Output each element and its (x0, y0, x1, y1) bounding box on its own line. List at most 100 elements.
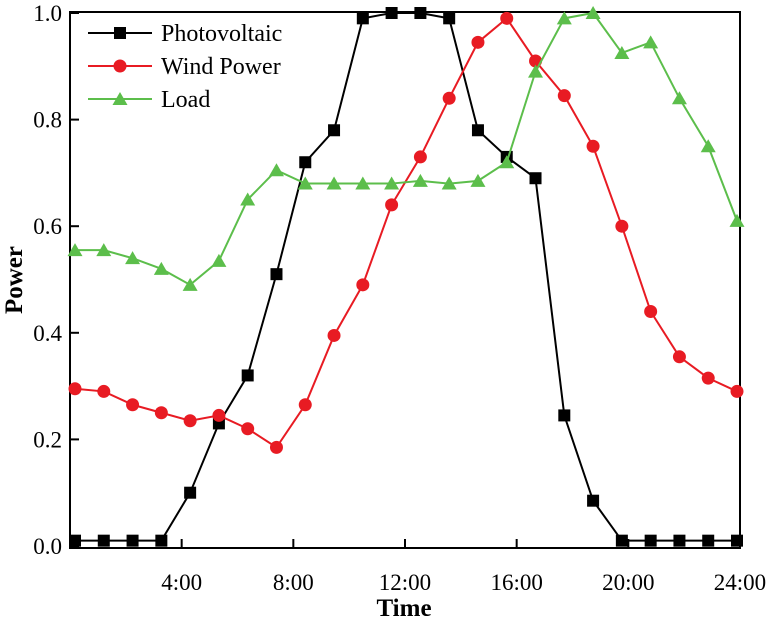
y-tick-label: 0.2 (33, 427, 62, 452)
series-line-wind-power (74, 16, 738, 449)
data-point-photovoltaic (443, 12, 456, 25)
x-axis-title: Time (376, 595, 431, 622)
data-point-wind-power (97, 384, 111, 398)
data-point-photovoltaic (385, 7, 398, 19)
data-point-wind-power (413, 150, 427, 164)
data-point-photovoltaic (69, 534, 81, 547)
data-point-photovoltaic (270, 268, 283, 281)
data-point-load (326, 176, 342, 190)
y-tick-label: 0.0 (33, 534, 62, 559)
data-point-photovoltaic (97, 534, 110, 547)
data-point-load (441, 176, 457, 190)
x-tick-label: 16:00 (490, 570, 542, 595)
data-point-load (297, 176, 313, 190)
data-point-load (153, 261, 169, 275)
data-point-wind-power (327, 328, 341, 342)
data-point-load (182, 277, 198, 291)
data-point-photovoltaic (644, 534, 657, 547)
data-point-load (643, 35, 659, 49)
data-point-wind-power (212, 408, 226, 422)
data-point-photovoltaic (126, 534, 139, 547)
data-point-wind-power (644, 304, 658, 318)
data-point-load (355, 176, 371, 190)
data-point-load (268, 163, 284, 177)
data-point-load (470, 173, 486, 187)
data-point-wind-power (442, 91, 456, 105)
data-point-load (614, 45, 630, 59)
data-series (67, 6, 745, 547)
x-tick-label: 4:00 (161, 570, 202, 595)
y-axis-title: Power (1, 246, 28, 314)
data-point-photovoltaic (184, 486, 197, 499)
axis-tick-labels: 4:00 8:00 12:00 16:00 20:00 24:00 0.0 0.2 0.4 0.6… (33, 1, 766, 595)
data-point-photovoltaic (529, 172, 542, 185)
data-point-photovoltaic (328, 124, 341, 137)
data-point-load (96, 243, 112, 257)
data-point-load (384, 176, 400, 190)
series-photovoltaic (69, 7, 743, 547)
series-load (67, 6, 745, 291)
data-point-wind-power (385, 198, 399, 212)
data-point-photovoltaic (155, 534, 168, 547)
data-point-load (729, 213, 745, 227)
data-point-photovoltaic (731, 534, 743, 547)
data-point-photovoltaic (702, 534, 715, 547)
data-point-load (585, 6, 601, 19)
series-line-load (75, 11, 738, 287)
data-point-wind-power (356, 278, 370, 292)
data-point-photovoltaic (558, 409, 571, 422)
data-point-wind-power (615, 219, 629, 233)
data-point-wind-power (471, 35, 485, 49)
data-point-wind-power (183, 414, 197, 428)
axis-ticks (70, 12, 741, 548)
legend-label: Photovoltaic (161, 21, 282, 47)
data-point-wind-power (68, 382, 82, 396)
x-tick-label: 12:00 (379, 570, 431, 595)
data-point-load (528, 64, 544, 78)
data-point-load (671, 91, 687, 105)
y-tick-label: 1.0 (33, 1, 62, 26)
data-point-load (412, 173, 428, 187)
data-point-wind-power (154, 406, 168, 420)
data-point-load (211, 253, 227, 267)
data-point-wind-power (269, 440, 283, 454)
data-point-load (240, 192, 256, 206)
x-tick-label: 24:00 (714, 570, 766, 595)
data-point-load (700, 139, 716, 153)
data-point-wind-power (500, 11, 514, 25)
x-tick-label: 8:00 (273, 570, 314, 595)
x-tick-label: 20:00 (602, 570, 654, 595)
data-point-photovoltaic (471, 124, 484, 137)
legend-label: Wind Power (161, 54, 281, 80)
legend-item-wind-power: Wind Power (88, 54, 281, 80)
data-point-wind-power (730, 384, 744, 398)
data-point-wind-power (298, 398, 312, 412)
y-tick-label: 0.6 (33, 214, 62, 239)
data-point-photovoltaic (615, 534, 628, 547)
data-point-wind-power (672, 350, 686, 364)
y-tick-label: 0.4 (33, 321, 62, 346)
data-point-load (125, 251, 141, 265)
data-point-photovoltaic (414, 7, 427, 19)
data-point-wind-power (126, 398, 140, 412)
data-point-photovoltaic (673, 534, 686, 547)
data-point-load (556, 11, 572, 25)
y-tick-label: 0.8 (33, 108, 62, 133)
data-point-wind-power (241, 422, 255, 436)
legend: Photovoltaic Wind Power Load (88, 21, 282, 113)
data-point-photovoltaic (241, 369, 254, 382)
data-point-wind-power (557, 89, 571, 103)
data-point-load (67, 243, 83, 257)
data-point-photovoltaic (356, 12, 369, 25)
data-point-wind-power (586, 139, 600, 153)
data-point-photovoltaic (587, 494, 600, 507)
legend-label: Load (161, 87, 210, 113)
legend-item-photovoltaic: Photovoltaic (88, 21, 282, 47)
legend-marker-circle (113, 59, 127, 73)
data-point-load (499, 155, 515, 169)
legend-marker-square (114, 27, 126, 39)
data-point-photovoltaic (299, 156, 312, 169)
legend-item-load: Load (88, 87, 210, 113)
